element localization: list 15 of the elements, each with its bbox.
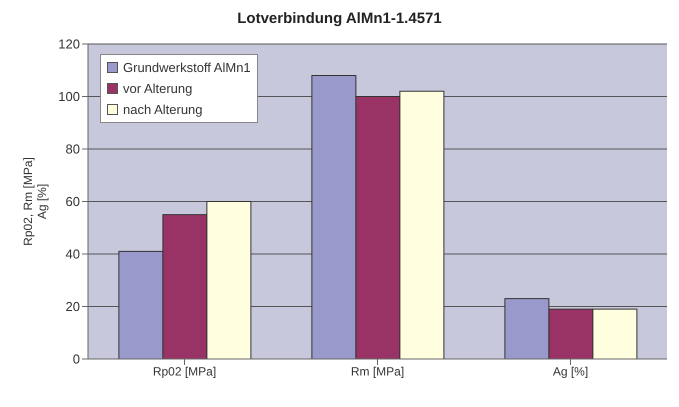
chart-title: Lotverbindung AlMn1-1.4571 — [236, 10, 443, 27]
legend-label: nach Alterung — [123, 101, 203, 119]
y-tick-label: 80 — [66, 142, 80, 157]
x-tick-label: Rp02 [MPa] — [152, 364, 216, 379]
x-tick-label: Ag [%] — [552, 364, 588, 379]
y-tick-label: 120 — [58, 36, 80, 52]
legend-label: Grundwerkstoff AlMn1 — [123, 59, 251, 77]
y-tick-label: 100 — [58, 89, 80, 104]
y-tick-label: 60 — [66, 194, 80, 210]
y-tick-label: 20 — [66, 299, 80, 314]
x-tick-label: Rm [MPa] — [350, 364, 404, 379]
y-tick-label: 40 — [66, 246, 80, 262]
legend-label: vor Alterung — [123, 80, 192, 98]
y-tick-label: 0 — [72, 352, 80, 367]
y-axis-title: Rp02, Rm [MPa] Ag [%] — [21, 157, 49, 246]
